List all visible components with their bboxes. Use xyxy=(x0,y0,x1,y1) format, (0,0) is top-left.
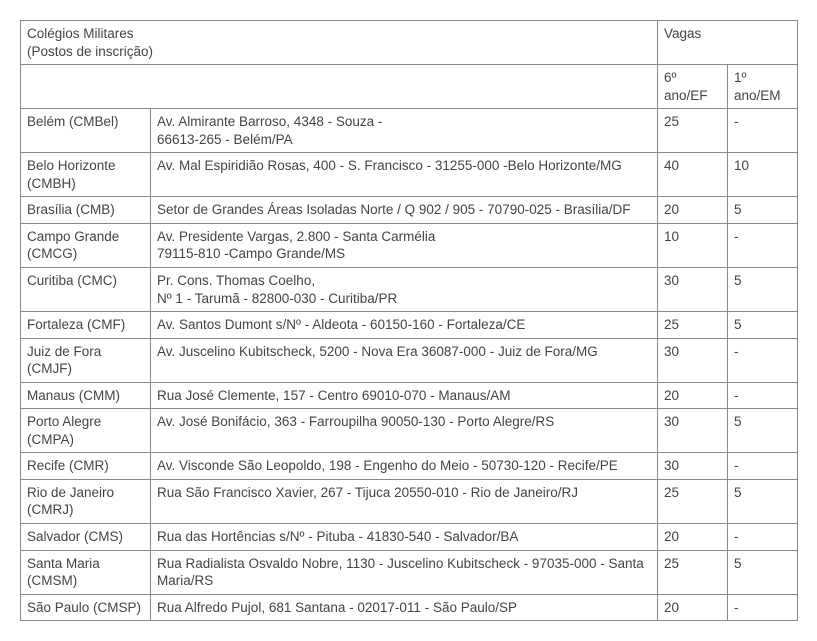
header-em: 1ºano/EM xyxy=(728,65,798,109)
cell-address: Setor de Grandes Áreas Isoladas Norte / … xyxy=(151,197,658,224)
cell-address: Av. Santos Dumont s/Nº - Aldeota - 60150… xyxy=(151,312,658,339)
cell-em: - xyxy=(728,338,798,382)
cell-address: Av. Visconde São Leopoldo, 198 - Engenho… xyxy=(151,453,658,480)
cell-address: Rua das Hortências s/Nº - Pituba - 41830… xyxy=(151,524,658,551)
cell-address: Rua Alfredo Pujol, 681 Santana - 02017-0… xyxy=(151,594,658,621)
table-row: Curitiba (CMC)Pr. Cons. Thomas Coelho,Nº… xyxy=(21,268,798,312)
table-row: Belém (CMBel)Av. Almirante Barroso, 4348… xyxy=(21,109,798,153)
header-ef: 6ºano/EF xyxy=(658,65,728,109)
table-row: São Paulo (CMSP)Rua Alfredo Pujol, 681 S… xyxy=(21,594,798,621)
table-row: Recife (CMR)Av. Visconde São Leopoldo, 1… xyxy=(21,453,798,480)
cell-college-name: Recife (CMR) xyxy=(21,453,151,480)
cell-ef: 25 xyxy=(658,109,728,153)
table-row: Manaus (CMM)Rua José Clemente, 157 - Cen… xyxy=(21,382,798,409)
table-row: Porto Alegre (CMPA)Av. José Bonifácio, 3… xyxy=(21,409,798,453)
cell-address: Rua Radialista Osvaldo Nobre, 1130 - Jus… xyxy=(151,550,658,594)
table-row: Belo Horizonte (CMBH)Av. Mal Espiridião … xyxy=(21,153,798,197)
cell-ef: 40 xyxy=(658,153,728,197)
cell-college-name: São Paulo (CMSP) xyxy=(21,594,151,621)
cell-em: 5 xyxy=(728,409,798,453)
cell-em: - xyxy=(728,594,798,621)
table-row: Santa Maria (CMSM)Rua Radialista Osvaldo… xyxy=(21,550,798,594)
table-row: Brasília (CMB)Setor de Grandes Áreas Iso… xyxy=(21,197,798,224)
cell-ef: 20 xyxy=(658,382,728,409)
cell-ef: 10 xyxy=(658,223,728,267)
cell-em: 5 xyxy=(728,312,798,339)
cell-em: - xyxy=(728,109,798,153)
cell-address: Rua José Clemente, 157 - Centro 69010-07… xyxy=(151,382,658,409)
table-row: Campo Grande (CMCG)Av. Presidente Vargas… xyxy=(21,223,798,267)
cell-college-name: Brasília (CMB) xyxy=(21,197,151,224)
cell-ef: 20 xyxy=(658,524,728,551)
header-colleges: Colégios Militares(Postos de inscrição) xyxy=(21,21,658,65)
cell-em: 5 xyxy=(728,268,798,312)
cell-college-name: Campo Grande (CMCG) xyxy=(21,223,151,267)
cell-college-name: Belém (CMBel) xyxy=(21,109,151,153)
cell-address: Pr. Cons. Thomas Coelho,Nº 1 - Tarumã - … xyxy=(151,268,658,312)
table-row: Fortaleza (CMF)Av. Santos Dumont s/Nº - … xyxy=(21,312,798,339)
cell-em: - xyxy=(728,223,798,267)
table-header: Colégios Militares(Postos de inscrição) … xyxy=(21,21,798,109)
cell-address: Av. Presidente Vargas, 2.800 - Santa Car… xyxy=(151,223,658,267)
cell-address: Av. Mal Espiridião Rosas, 400 - S. Franc… xyxy=(151,153,658,197)
table-row: Salvador (CMS)Rua das Hortências s/Nº - … xyxy=(21,524,798,551)
cell-ef: 30 xyxy=(658,268,728,312)
cell-ef: 20 xyxy=(658,594,728,621)
table-row: Rio de Janeiro (CMRJ)Rua São Francisco X… xyxy=(21,479,798,523)
header-empty-spacer xyxy=(21,65,658,109)
cell-college-name: Rio de Janeiro (CMRJ) xyxy=(21,479,151,523)
table-body: Belém (CMBel)Av. Almirante Barroso, 4348… xyxy=(21,109,798,621)
cell-em: 5 xyxy=(728,550,798,594)
cell-em: - xyxy=(728,524,798,551)
cell-ef: 25 xyxy=(658,479,728,523)
cell-college-name: Belo Horizonte (CMBH) xyxy=(21,153,151,197)
cell-address: Av. Juscelino Kubitscheck, 5200 - Nova E… xyxy=(151,338,658,382)
cell-ef: 20 xyxy=(658,197,728,224)
cell-ef: 30 xyxy=(658,453,728,480)
cell-college-name: Fortaleza (CMF) xyxy=(21,312,151,339)
cell-college-name: Manaus (CMM) xyxy=(21,382,151,409)
vagas-table: Colégios Militares(Postos de inscrição) … xyxy=(20,20,798,621)
cell-college-name: Curitiba (CMC) xyxy=(21,268,151,312)
cell-address: Av. José Bonifácio, 363 - Farroupilha 90… xyxy=(151,409,658,453)
cell-ef: 30 xyxy=(658,338,728,382)
cell-em: 10 xyxy=(728,153,798,197)
table-row: Juiz de Fora (CMJF)Av. Juscelino Kubitsc… xyxy=(21,338,798,382)
cell-ef: 25 xyxy=(658,312,728,339)
cell-em: 5 xyxy=(728,479,798,523)
cell-em: 5 xyxy=(728,197,798,224)
cell-college-name: Porto Alegre (CMPA) xyxy=(21,409,151,453)
cell-ef: 30 xyxy=(658,409,728,453)
cell-address: Av. Almirante Barroso, 4348 - Souza -666… xyxy=(151,109,658,153)
cell-em: - xyxy=(728,453,798,480)
cell-address: Rua São Francisco Xavier, 267 - Tijuca 2… xyxy=(151,479,658,523)
header-vagas: Vagas xyxy=(658,21,798,65)
cell-college-name: Juiz de Fora (CMJF) xyxy=(21,338,151,382)
cell-em: - xyxy=(728,382,798,409)
cell-college-name: Salvador (CMS) xyxy=(21,524,151,551)
cell-ef: 25 xyxy=(658,550,728,594)
cell-college-name: Santa Maria (CMSM) xyxy=(21,550,151,594)
